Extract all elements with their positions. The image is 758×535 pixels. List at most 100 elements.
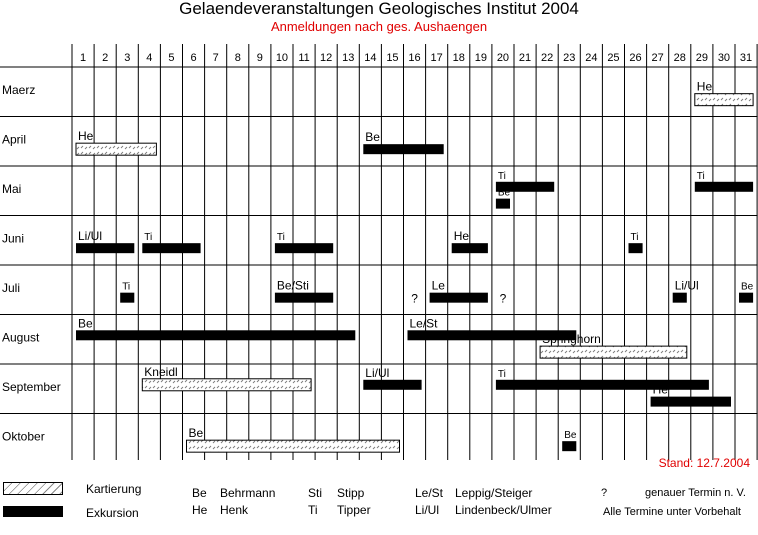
day-tick-label: 21 [519, 52, 531, 64]
kartierung-bar [694, 93, 754, 107]
bar-label: Be [189, 426, 204, 440]
day-tick-label: 29 [696, 52, 708, 64]
day-tick-label: 5 [168, 52, 174, 64]
exkursion-bar [495, 181, 555, 192]
bar-label: Be [564, 430, 577, 441]
legend-exkursion-label: Exkursion [86, 506, 139, 520]
day-tick-label: 13 [342, 52, 354, 64]
bar-label: Li/Ul [675, 279, 699, 293]
bar-label: Ti [277, 232, 285, 243]
day-tick-label: 8 [235, 52, 241, 64]
question-symbol: ? [601, 487, 608, 499]
abbrev-code: Le/St [415, 486, 444, 500]
month-label: Maerz [2, 83, 35, 97]
abbrev-name: Behrmann [220, 486, 276, 500]
bar-label: Be [78, 316, 93, 330]
exkursion-bar [76, 243, 135, 254]
day-tick-label: 6 [190, 52, 196, 64]
bar-label: Ti [144, 232, 152, 243]
chart-bars [75, 93, 754, 453]
kartierung-bar [75, 142, 157, 156]
month-label: September [2, 380, 61, 394]
day-tick-label: 15 [386, 52, 398, 64]
abbrev-code: Ti [308, 503, 318, 517]
bar-label: Le/St [410, 316, 439, 330]
bar-label: Ti [631, 232, 639, 243]
chart-grid [0, 44, 758, 460]
bar-label: Springhorn [542, 332, 601, 346]
day-tick-label: 3 [124, 52, 130, 64]
exkursion-bar [451, 243, 488, 254]
bar-label: Be [741, 282, 754, 293]
bar-label: He [697, 80, 713, 94]
uncertain-date-mark: ? [500, 292, 507, 306]
day-tick-label: 4 [146, 52, 152, 64]
exkursion-bar [274, 292, 334, 303]
bar-label: Ti [122, 282, 130, 293]
stand-date: Stand: 12.7.2004 [658, 456, 750, 470]
month-label: August [2, 331, 40, 345]
day-tick-label: 14 [364, 52, 376, 64]
exkursion-bar [694, 181, 754, 192]
month-label: April [2, 133, 26, 147]
question-explanation: genauer Termin n. V. [645, 487, 746, 499]
exkursion-bar [120, 292, 135, 303]
abbrev-code: He [192, 503, 208, 517]
day-tick-label: 10 [276, 52, 288, 64]
day-tick-label: 19 [475, 52, 487, 64]
exkursion-bar [495, 379, 709, 390]
kartierung-bar [141, 378, 312, 392]
day-tick-label: 16 [408, 52, 420, 64]
chart-title: Gelaendeveranstaltungen Geologisches Ins… [179, 0, 579, 18]
exkursion-swatch [3, 506, 63, 517]
bar-label: Ti [498, 369, 506, 380]
kartierung-bar [539, 345, 688, 359]
exkursion-bar [142, 243, 201, 254]
month-label: Juli [2, 281, 20, 295]
bar-label: Kneidl [144, 365, 177, 379]
abbrev-name: Tipper [337, 503, 371, 517]
day-tick-label: 2 [102, 52, 108, 64]
bar-label: He [454, 229, 470, 243]
bar-label: He [653, 383, 669, 397]
bar-label: Ti [697, 171, 705, 182]
exkursion-bar [672, 292, 687, 303]
bar-label: Be/Sti [277, 279, 309, 293]
exkursion-bar [363, 144, 444, 155]
day-tick-label: 22 [541, 52, 553, 64]
bar-label: Le [432, 279, 446, 293]
day-tick-label: 28 [674, 52, 686, 64]
exkursion-bar [739, 292, 754, 303]
day-tick-label: 31 [740, 52, 752, 64]
exkursion-bar [495, 198, 510, 209]
abbrev-code: Be [192, 486, 207, 500]
month-label: Oktober [2, 430, 45, 444]
bar-label: Be [498, 188, 511, 199]
exkursion-bar [650, 396, 731, 407]
exkursion-bar [407, 330, 577, 341]
abbrev-name: Leppig/Steiger [455, 486, 533, 500]
kartierung-swatch [3, 482, 63, 495]
day-tick-label: 7 [213, 52, 219, 64]
day-tick-label: 20 [497, 52, 509, 64]
day-tick-label: 12 [320, 52, 332, 64]
day-tick-label: 23 [563, 52, 575, 64]
bar-label: He [78, 129, 94, 143]
legend-kartierung-label: Kartierung [86, 482, 142, 496]
bar-label: Li/Ul [365, 366, 389, 380]
uncertain-date-mark: ? [411, 292, 418, 306]
abbrev-name: Lindenbeck/Ulmer [455, 503, 552, 517]
exkursion-bar [429, 292, 488, 303]
exkursion-bar [274, 243, 334, 254]
day-tick-label: 25 [607, 52, 619, 64]
exkursion-bar [628, 243, 643, 254]
chart-labels: 1 2 3 4 5 6 7 8 9 10 11 12 13 14 15 16 17 18 19 20 21 22 23 24 2… [2, 52, 754, 444]
day-tick-label: 26 [629, 52, 641, 64]
day-tick-label: 27 [652, 52, 664, 64]
kartierung-bar [186, 439, 400, 453]
exkursion-bar [562, 441, 577, 452]
bar-label: Li/Ul [78, 229, 102, 243]
day-tick-label: 11 [298, 52, 309, 64]
abbrev-code: Sti [308, 486, 323, 500]
month-label: Mai [2, 182, 21, 196]
